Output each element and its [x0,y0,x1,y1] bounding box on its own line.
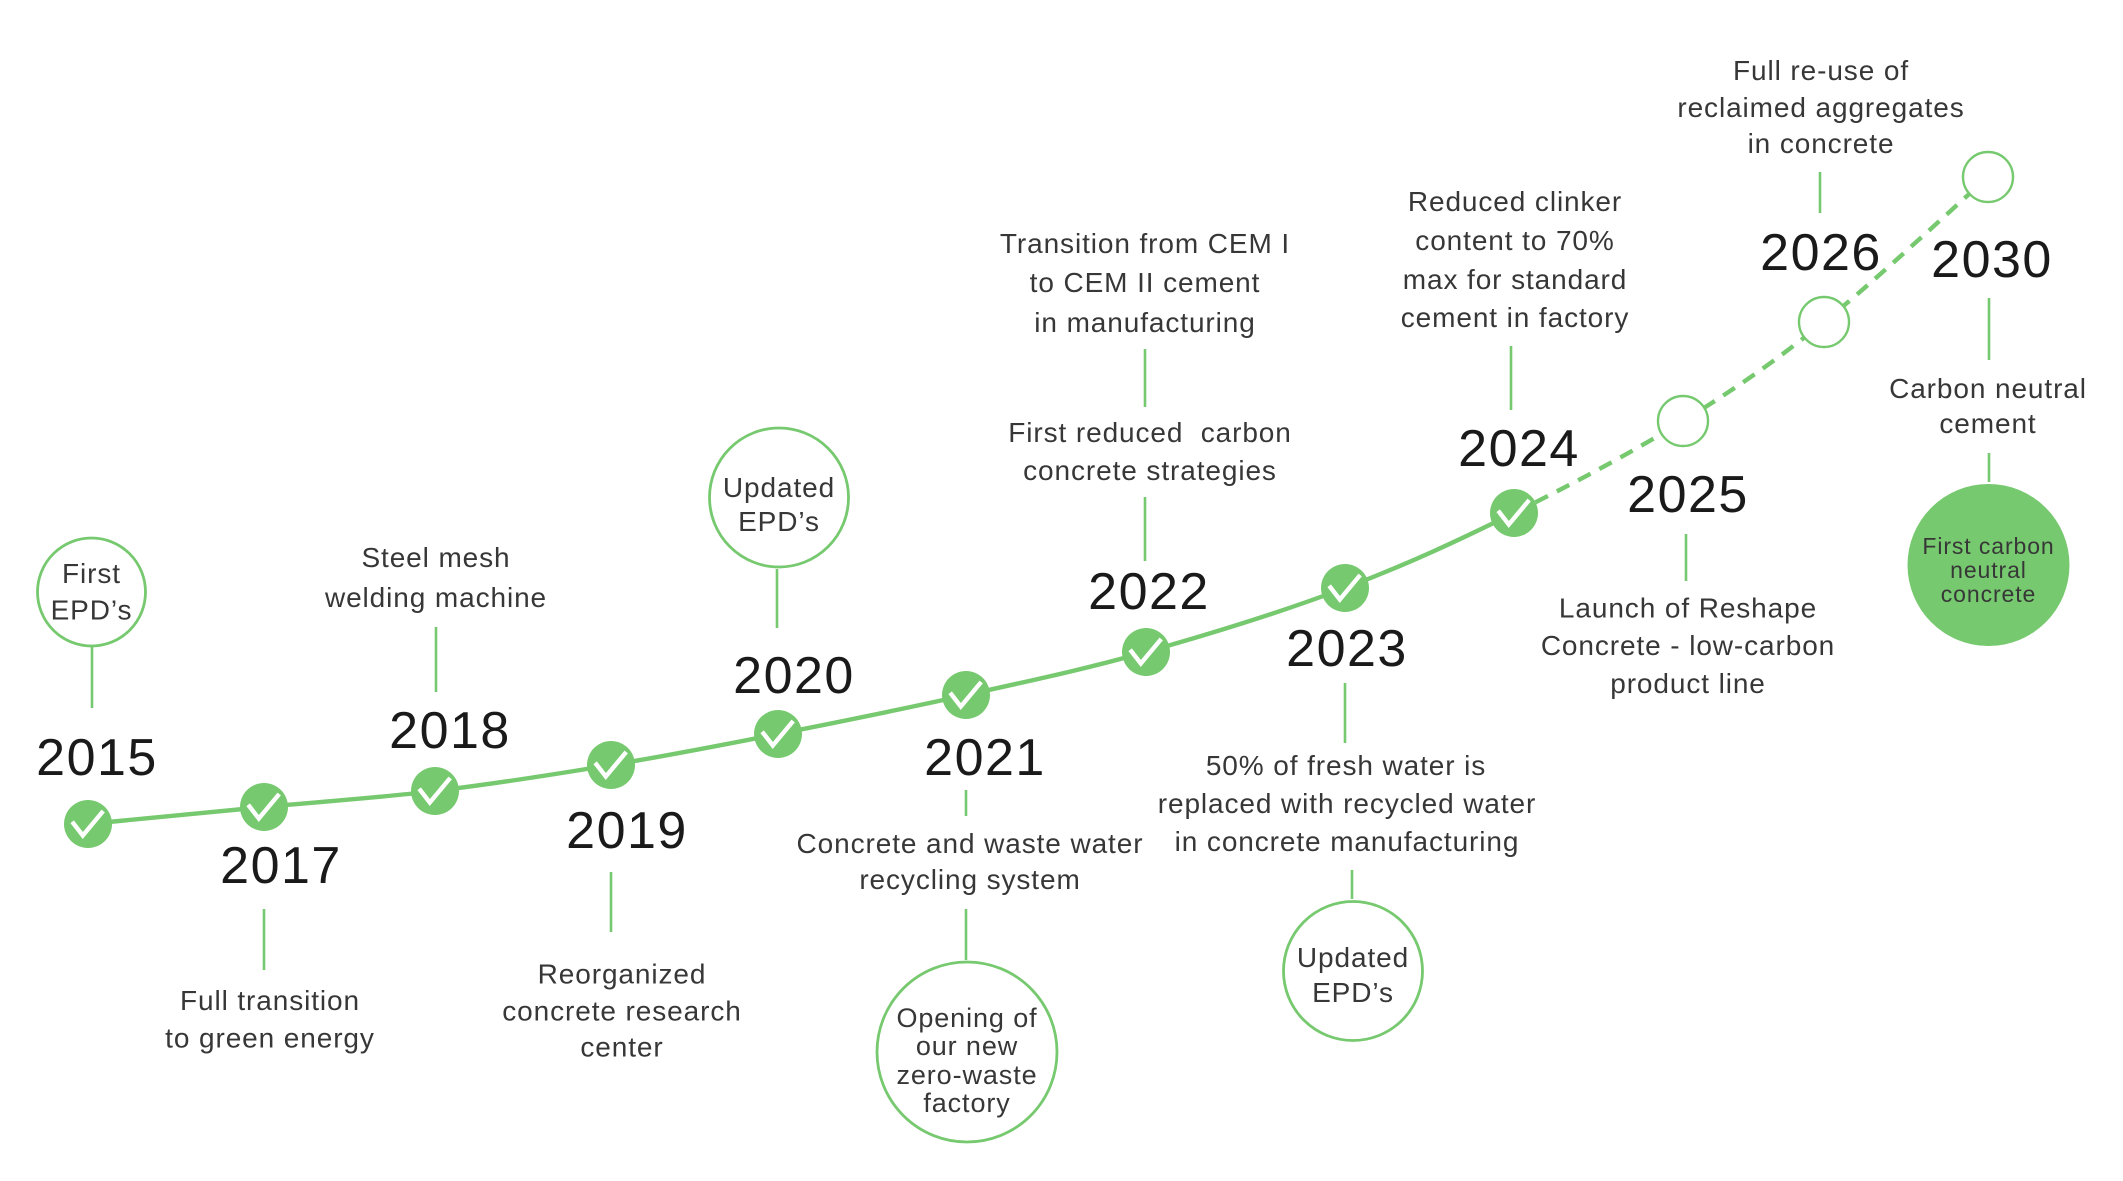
svg-text:2017: 2017 [220,837,342,895]
svg-text:2019: 2019 [566,802,688,860]
svg-text:recycling system: recycling system [859,864,1080,895]
svg-text:Launch of Reshape: Launch of Reshape [1559,593,1817,624]
svg-text:2024: 2024 [1458,420,1580,478]
svg-text:factory: factory [923,1088,1010,1118]
svg-text:center: center [580,1032,663,1063]
svg-text:Full transition: Full transition [180,985,360,1016]
svg-text:First: First [62,558,121,589]
svg-text:Updated: Updated [723,472,835,503]
svg-text:max for standard: max for standard [1403,264,1628,295]
svg-text:Reorganized: Reorganized [538,959,707,990]
svg-text:2020: 2020 [733,647,855,705]
svg-text:zero-waste: zero-waste [896,1060,1037,1090]
svg-text:2026: 2026 [1760,224,1882,282]
svg-text:Steel mesh: Steel mesh [361,542,510,573]
svg-text:First reduced carbon: First reduced carbon [1008,417,1291,448]
svg-text:product line: product line [1610,668,1766,699]
svg-text:EPD’s: EPD’s [738,506,820,537]
svg-text:welding machine: welding machine [324,582,547,613]
svg-text:neutral: neutral [1950,557,2027,583]
svg-text:our new: our new [916,1031,1018,1061]
svg-text:cement in factory: cement in factory [1401,302,1630,333]
svg-text:2023: 2023 [1286,620,1408,678]
svg-text:content to 70%: content to 70% [1415,225,1614,256]
svg-text:in manufacturing: in manufacturing [1034,307,1255,338]
svg-text:Concrete and waste water: Concrete and waste water [797,828,1144,859]
svg-text:2021: 2021 [924,729,1046,787]
svg-text:to CEM II cement: to CEM II cement [1030,267,1261,298]
svg-text:First carbon: First carbon [1922,533,2054,559]
svg-text:Carbon neutral: Carbon neutral [1889,373,2087,404]
svg-text:2018: 2018 [389,702,511,760]
svg-text:in concrete: in concrete [1748,128,1895,159]
svg-text:EPD’s: EPD’s [1312,977,1394,1008]
svg-text:2030: 2030 [1931,231,2053,289]
svg-text:concrete research: concrete research [502,996,741,1027]
svg-text:Concrete - low-carbon: Concrete - low-carbon [1541,630,1835,661]
svg-text:50% of fresh water is: 50% of fresh water is [1206,750,1486,781]
svg-text:2025: 2025 [1627,466,1749,524]
svg-text:in concrete manufacturing: in concrete manufacturing [1175,826,1520,857]
svg-text:EPD’s: EPD’s [51,595,133,626]
svg-text:to green energy: to green energy [165,1023,375,1054]
svg-text:Transition from CEM I: Transition from CEM I [1000,228,1290,259]
svg-text:Updated: Updated [1297,942,1409,973]
svg-text:Opening of: Opening of [896,1003,1037,1033]
svg-text:2015: 2015 [36,729,158,787]
svg-text:replaced with recycled water: replaced with recycled water [1158,788,1536,819]
svg-text:concrete strategies: concrete strategies [1023,455,1277,486]
svg-text:2022: 2022 [1088,563,1210,621]
svg-text:Reduced clinker: Reduced clinker [1408,186,1622,217]
svg-text:cement: cement [1939,408,2036,439]
svg-text:reclaimed aggregates: reclaimed aggregates [1677,92,1964,123]
svg-text:concrete: concrete [1941,581,2036,607]
svg-text:Full re-use of: Full re-use of [1733,55,1909,86]
